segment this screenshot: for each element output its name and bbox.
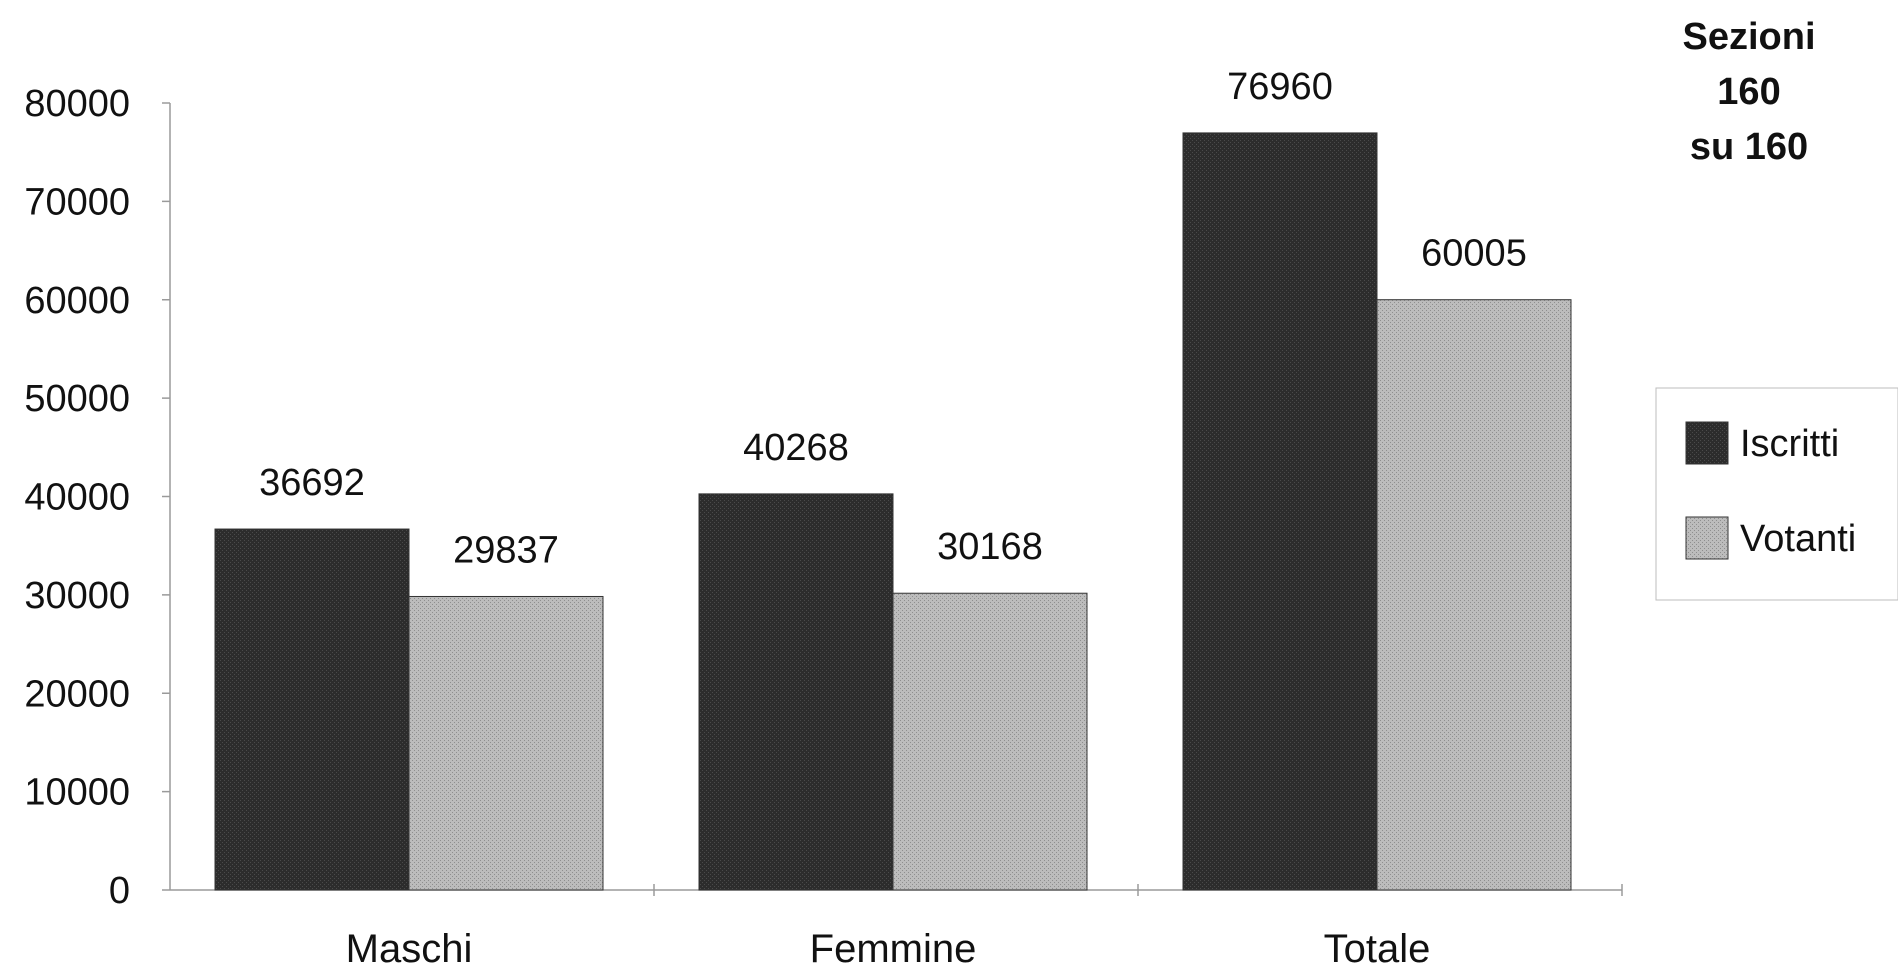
sections-note-line3: su 160 [1689,126,1809,168]
bar-iscritti-totale [1182,132,1378,891]
y-tick-label: 70000 [24,181,130,223]
legend-swatch-votanti [1685,516,1729,560]
y-tick-label: 30000 [24,575,130,617]
data-label: 29837 [453,529,559,571]
y-tick-label: 60000 [24,280,130,322]
x-tick-label: Maschi [346,927,473,970]
data-label: 40268 [743,427,849,469]
legend: Iscritti Votanti [1655,387,1898,601]
legend-label-iscritti: Iscritti [1740,423,1839,465]
x-tick-label: Totale [1324,927,1431,970]
legend-swatch-iscritti [1685,421,1729,465]
bar-iscritti-femmine [698,493,894,891]
y-tick-label: 40000 [24,477,130,519]
labels: 36692 29837 Maschi 40268 30168 Femmine 76960 60… [259,66,1527,970]
sections-note: Sezioni 160 su 160 [1644,10,1854,175]
bars [214,132,1572,891]
sections-note-line2: 160 [1717,71,1781,113]
bar-votanti-femmine [892,592,1088,891]
x-tick-label: Femmine [810,927,977,970]
y-tick-label: 20000 [24,673,130,715]
legend-box [1655,387,1898,601]
bar-votanti-totale [1376,299,1572,891]
legend-label-votanti: Votanti [1740,518,1856,560]
data-label: 30168 [937,526,1043,568]
y-tick-label: 50000 [24,378,130,420]
data-label: 76960 [1227,66,1333,108]
y-tick-label: 0 [109,870,130,912]
data-label: 36692 [259,462,365,504]
sections-note-line1: Sezioni [1682,16,1816,58]
y-tick-label: 80000 [24,83,130,125]
bar-votanti-maschi [408,595,604,891]
y-tick-label: 10000 [24,772,130,814]
data-label: 60005 [1421,233,1527,275]
bar-iscritti-maschi [214,528,410,891]
